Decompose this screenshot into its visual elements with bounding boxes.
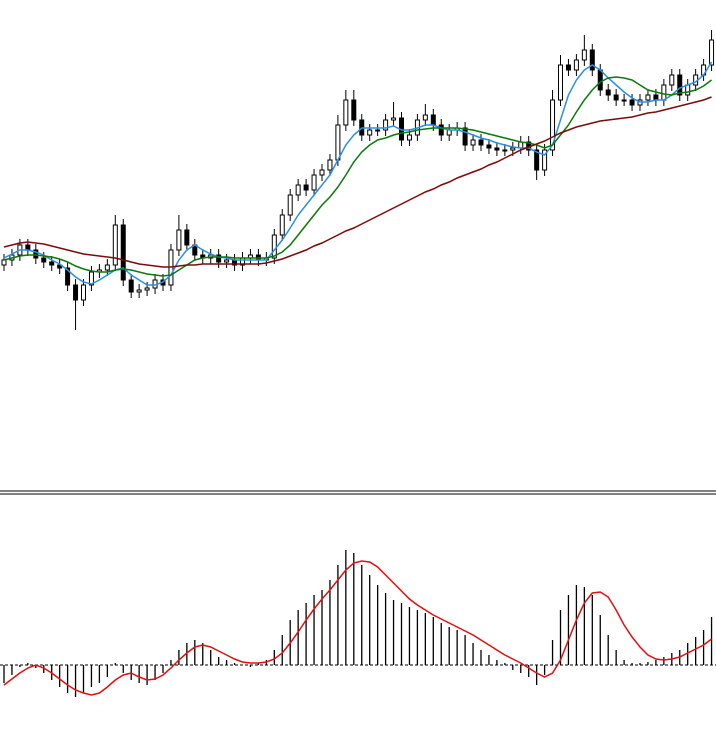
candle-body [621,99,627,102]
candle-body [502,149,508,152]
candle-body [677,74,683,96]
candle-body [104,264,110,271]
candle-body [224,259,230,263]
candle-body [1,259,7,266]
candle-body [669,74,675,86]
candle-body [295,184,301,196]
candle-body [303,184,309,191]
candle-body [176,229,182,251]
candle-body [629,99,635,106]
candle-body [589,49,595,71]
candle-body [351,99,357,121]
indicator-line [3,96,712,268]
candle-body [581,49,587,61]
indicator-line [3,560,713,696]
candle-body [406,134,412,141]
candle-body [120,224,126,281]
candle-body [136,289,142,293]
candle-body [494,147,500,151]
candle-body [422,114,428,121]
candle-body [375,129,381,132]
candle-body [319,169,325,176]
candle-body [112,224,118,266]
candle-body [486,144,492,149]
candle-body [327,159,333,171]
candle-body [709,39,715,66]
candle-body [128,279,134,293]
candle-body [565,64,571,71]
candle-body [478,139,484,146]
indicator-line [3,76,713,277]
indicator-line [3,61,713,286]
candle-body [335,124,341,161]
candle-body [550,99,556,151]
candle-body [613,94,619,101]
candle-body [49,261,55,266]
candle-body [216,254,222,263]
candle-body [311,174,317,191]
candle-body [391,117,397,121]
candle-body [279,214,285,236]
candle-body [510,147,516,151]
candle-body [33,249,39,259]
candle-body [605,89,611,96]
candle-body [534,149,540,171]
candle-body [73,284,79,301]
candle-body [558,64,563,101]
candle-body [470,139,476,146]
candle-body [41,257,47,263]
candle-body [542,149,548,171]
candle-body [597,69,603,91]
candle-body [685,84,691,96]
candle-body [144,287,150,291]
candle-body [343,99,349,126]
candle-body [661,84,667,101]
candle-body [438,124,444,136]
candle-body [88,271,94,286]
candle-body [65,267,71,286]
candle-body [645,94,651,101]
candle-body [57,264,63,269]
candle-body [287,194,293,216]
candle-body [462,127,468,146]
candle-body [430,114,436,126]
candle-body [573,59,579,71]
candle-body [383,119,389,131]
candle-body [184,229,190,246]
candle-body [367,129,373,136]
candle-body [81,284,86,301]
